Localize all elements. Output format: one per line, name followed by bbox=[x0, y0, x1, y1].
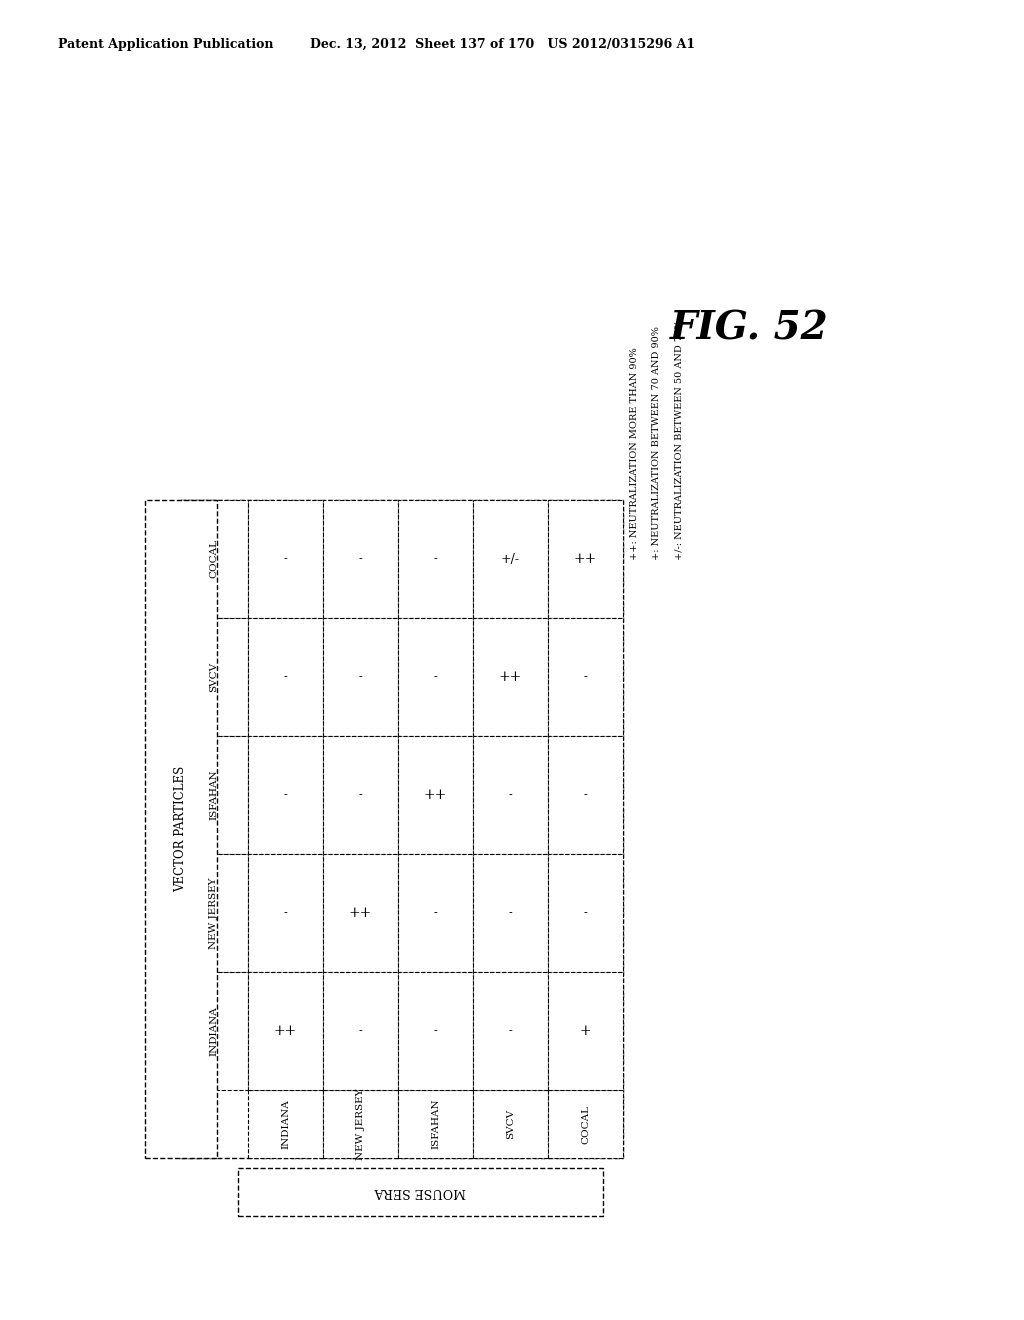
Bar bbox=[323, 618, 398, 737]
Bar bbox=[180, 500, 623, 1158]
Text: COCAL: COCAL bbox=[210, 540, 218, 578]
Text: FIG. 52: FIG. 52 bbox=[670, 310, 828, 348]
Bar bbox=[238, 1168, 603, 1216]
Bar bbox=[248, 500, 323, 618]
Text: ++: ++ bbox=[573, 552, 597, 566]
Text: Dec. 13, 2012  Sheet 137 of 170   US 2012/0315296 A1: Dec. 13, 2012 Sheet 137 of 170 US 2012/0… bbox=[310, 38, 695, 51]
Text: ++: ++ bbox=[273, 1024, 297, 1038]
Text: VECTOR PARTICLES: VECTOR PARTICLES bbox=[174, 766, 187, 892]
Text: -: - bbox=[509, 789, 512, 800]
Text: -: - bbox=[358, 789, 362, 800]
Bar bbox=[473, 737, 548, 854]
Bar bbox=[473, 618, 548, 737]
Text: +/-: +/- bbox=[501, 553, 520, 565]
Bar bbox=[180, 500, 248, 618]
Bar bbox=[323, 854, 398, 972]
Text: COCAL: COCAL bbox=[581, 1105, 590, 1143]
Bar bbox=[398, 1090, 473, 1158]
Bar bbox=[548, 1090, 623, 1158]
Bar bbox=[548, 972, 623, 1090]
Text: -: - bbox=[433, 1026, 437, 1036]
Text: -: - bbox=[284, 789, 288, 800]
Bar bbox=[180, 737, 248, 854]
Bar bbox=[398, 737, 473, 854]
Text: -: - bbox=[509, 1026, 512, 1036]
Text: MOUSE SERA: MOUSE SERA bbox=[375, 1185, 466, 1199]
Bar bbox=[323, 972, 398, 1090]
Bar bbox=[398, 972, 473, 1090]
Text: ++: ++ bbox=[424, 788, 447, 803]
Text: NEW JERSEY: NEW JERSEY bbox=[356, 1088, 365, 1160]
Bar bbox=[548, 737, 623, 854]
Text: +/-: NEUTRALIZATION BETWEEN 50 AND 70%: +/-: NEUTRALIZATION BETWEEN 50 AND 70% bbox=[674, 319, 683, 560]
Text: -: - bbox=[284, 672, 288, 682]
Text: ISFAHAN: ISFAHAN bbox=[431, 1098, 440, 1150]
Bar bbox=[248, 737, 323, 854]
Text: SVCV: SVCV bbox=[506, 1109, 515, 1139]
Text: -: - bbox=[358, 1026, 362, 1036]
Bar bbox=[248, 854, 323, 972]
Bar bbox=[180, 854, 248, 972]
Text: ISFAHAN: ISFAHAN bbox=[210, 770, 218, 820]
Text: -: - bbox=[509, 908, 512, 917]
Bar bbox=[145, 500, 217, 1158]
Text: -: - bbox=[433, 908, 437, 917]
Text: -: - bbox=[284, 908, 288, 917]
Text: ++: ++ bbox=[349, 906, 372, 920]
Bar bbox=[473, 854, 548, 972]
Bar bbox=[548, 500, 623, 618]
Text: INDIANA: INDIANA bbox=[281, 1100, 290, 1148]
Bar bbox=[248, 618, 323, 737]
Bar bbox=[248, 972, 323, 1090]
Text: -: - bbox=[284, 554, 288, 564]
Bar bbox=[323, 500, 398, 618]
Bar bbox=[398, 854, 473, 972]
Text: Patent Application Publication: Patent Application Publication bbox=[58, 38, 273, 51]
Text: ++: ++ bbox=[499, 671, 522, 684]
Bar bbox=[548, 618, 623, 737]
Bar bbox=[323, 737, 398, 854]
Bar bbox=[398, 618, 473, 737]
Text: NEW JERSEY: NEW JERSEY bbox=[210, 878, 218, 949]
Bar bbox=[398, 500, 473, 618]
Text: -: - bbox=[584, 908, 588, 917]
Text: -: - bbox=[358, 672, 362, 682]
Bar bbox=[180, 972, 248, 1090]
Text: +: NEUTRALIZATION BETWEEN 70 AND 90%: +: NEUTRALIZATION BETWEEN 70 AND 90% bbox=[652, 326, 662, 560]
Text: ++: NEUTRALIZATION MORE THAN 90%: ++: NEUTRALIZATION MORE THAN 90% bbox=[630, 347, 639, 560]
Bar bbox=[323, 1090, 398, 1158]
Bar bbox=[473, 1090, 548, 1158]
Bar bbox=[473, 972, 548, 1090]
Text: -: - bbox=[358, 554, 362, 564]
Text: -: - bbox=[584, 789, 588, 800]
Text: SVCV: SVCV bbox=[210, 661, 218, 692]
Text: +: + bbox=[580, 1024, 591, 1038]
Bar bbox=[473, 500, 548, 618]
Bar bbox=[248, 1090, 323, 1158]
Text: -: - bbox=[584, 672, 588, 682]
Text: INDIANA: INDIANA bbox=[210, 1006, 218, 1056]
Bar bbox=[180, 618, 248, 737]
Text: -: - bbox=[433, 672, 437, 682]
Text: -: - bbox=[433, 554, 437, 564]
Bar bbox=[548, 854, 623, 972]
